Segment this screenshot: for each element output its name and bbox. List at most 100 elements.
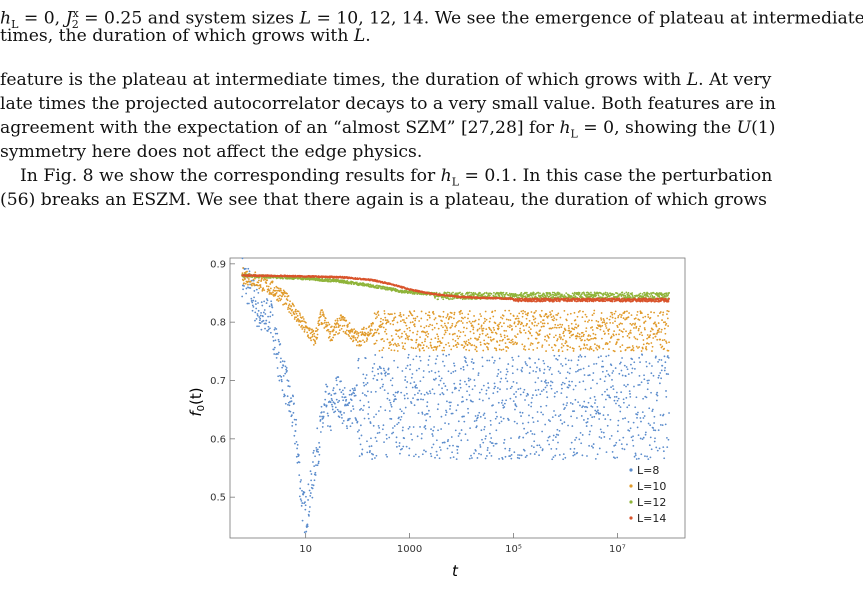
data-point: [466, 439, 469, 442]
data-point: [578, 438, 581, 441]
data-point: [500, 377, 503, 380]
data-point: [545, 404, 548, 407]
data-point: [478, 411, 481, 414]
data-point: [652, 337, 655, 339]
data-point: [499, 333, 502, 336]
data-point: [641, 334, 644, 337]
data-point: [492, 326, 495, 329]
data-point: [615, 402, 617, 405]
data-point: [592, 349, 595, 352]
data-point: [309, 492, 312, 494]
data-point: [550, 346, 553, 349]
data-point: [573, 410, 576, 413]
data-point: [439, 379, 442, 382]
data-point: [518, 321, 520, 324]
data-point: [322, 311, 324, 314]
data-point: [566, 313, 569, 316]
data-point: [604, 375, 607, 378]
data-point: [403, 330, 406, 333]
data-point: [497, 372, 500, 375]
data-point: [634, 406, 637, 409]
data-point: [505, 350, 508, 352]
data-point: [499, 321, 502, 324]
data-point: [267, 315, 269, 318]
data-point: [420, 310, 423, 313]
data-point: [389, 322, 392, 325]
data-point: [491, 310, 494, 313]
data-point: [551, 458, 554, 461]
data-point: [662, 446, 665, 448]
data-point: [254, 271, 257, 274]
data-point: [594, 409, 597, 412]
data-point: [562, 453, 565, 455]
data-point: [651, 345, 654, 348]
data-point: [369, 450, 371, 452]
data-point: [384, 316, 387, 319]
data-point: [583, 339, 586, 342]
data-point: [601, 337, 603, 340]
data-point: [482, 329, 484, 332]
data-point: [467, 339, 470, 341]
data-point: [412, 317, 415, 320]
data-point: [374, 354, 377, 356]
data-point: [273, 353, 276, 355]
figure: 10 1000 10⁵ 10⁷ 0.5 0.6 0.7 0.8 0.9 L=8 L=10 L=12 L…: [185, 252, 705, 582]
data-point: [370, 332, 372, 335]
data-point: [450, 372, 453, 375]
data-point: [534, 321, 536, 324]
data-point: [342, 399, 345, 402]
data-point: [657, 314, 659, 317]
data-point: [312, 449, 315, 452]
data-point: [392, 431, 395, 434]
data-point: [546, 294, 549, 297]
data-point: [495, 347, 497, 350]
data-point: [397, 335, 400, 338]
data-point: [280, 298, 283, 301]
data-point: [416, 315, 419, 318]
data-point: [284, 402, 287, 405]
data-point: [445, 354, 448, 357]
data-point: [578, 381, 581, 384]
data-point: [507, 347, 510, 349]
data-point: [382, 367, 385, 370]
data-point: [374, 436, 377, 439]
data-point: [292, 411, 295, 414]
data-point: [433, 379, 436, 381]
data-point: [262, 311, 265, 314]
data-point: [341, 396, 344, 398]
data-point: [298, 324, 301, 326]
data-point: [653, 440, 656, 443]
data-point: [420, 393, 423, 395]
data-point: [547, 381, 550, 384]
data-point: [416, 435, 419, 438]
data-point: [402, 412, 405, 415]
data-point: [545, 391, 548, 393]
data-point: [574, 384, 577, 387]
data-point: [576, 332, 579, 335]
data-point: [483, 292, 486, 294]
data-point: [639, 292, 642, 295]
data-point: [617, 424, 619, 427]
data-point: [414, 317, 417, 320]
data-point: [464, 334, 467, 337]
data-point: [451, 412, 454, 415]
data-point: [657, 376, 660, 379]
data-point: [448, 291, 451, 294]
data-point: [435, 347, 438, 349]
data-point: [456, 452, 459, 455]
data-point: [584, 355, 587, 358]
data-point: [281, 366, 284, 369]
data-point: [556, 428, 559, 431]
data-point: [307, 336, 310, 339]
data-point: [563, 309, 566, 312]
data-point: [662, 450, 665, 453]
data-point: [436, 355, 439, 357]
data-point: [650, 448, 653, 451]
data-point: [455, 324, 457, 327]
data-point: [301, 328, 304, 330]
data-point: [468, 310, 471, 312]
data-point: [367, 413, 370, 415]
data-point: [315, 446, 318, 449]
data-point: [548, 344, 551, 346]
data-point: [509, 397, 512, 400]
